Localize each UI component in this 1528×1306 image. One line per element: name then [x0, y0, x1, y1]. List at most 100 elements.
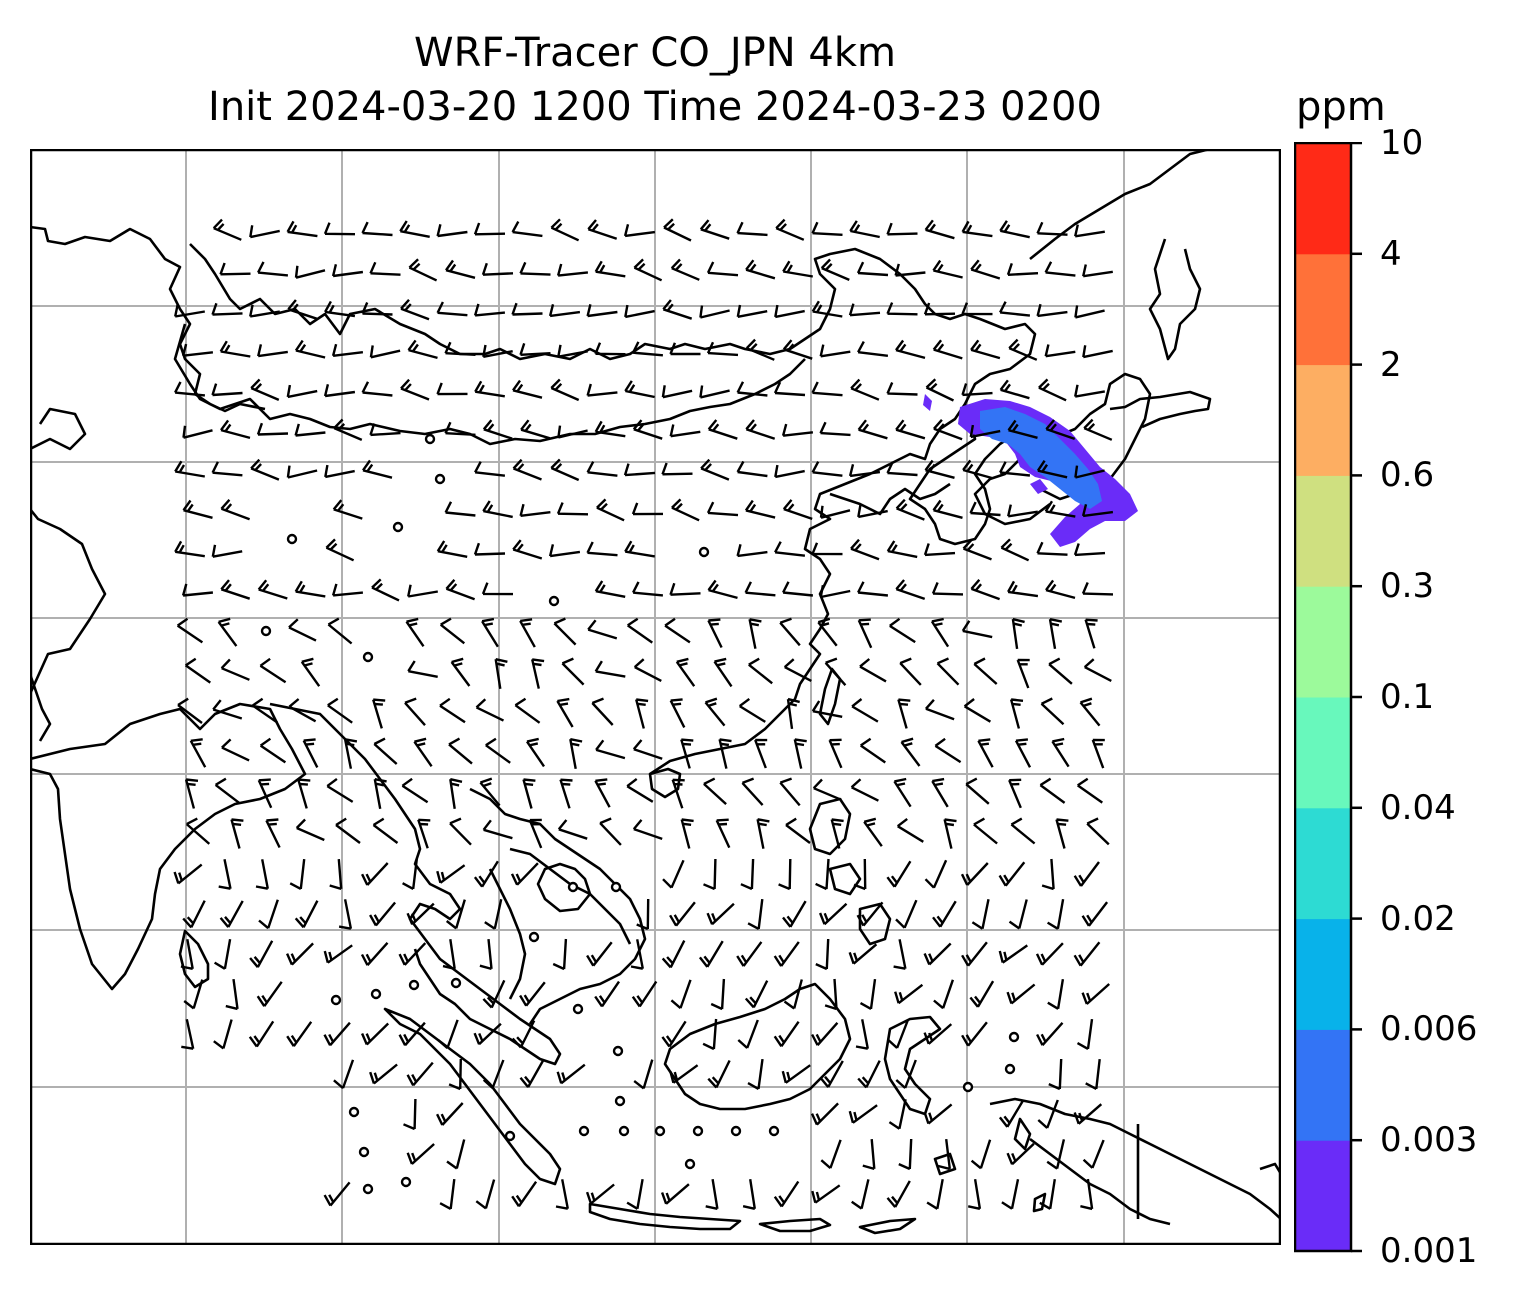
wind-barb — [450, 657, 471, 687]
wind-barb — [405, 617, 425, 647]
wind-barb — [848, 1104, 878, 1124]
wind-barb — [962, 538, 992, 561]
wind-barb — [1074, 465, 1105, 479]
wind-barb — [848, 943, 878, 965]
calm-wind-marker — [370, 988, 382, 1000]
calm-wind-marker — [362, 651, 374, 663]
wind-barb — [662, 859, 685, 889]
wind-barb — [181, 583, 214, 597]
wind-barb — [520, 419, 551, 440]
wind-barb — [519, 261, 551, 276]
wind-barb — [569, 738, 583, 770]
wind-barb — [219, 900, 244, 928]
wind-barb — [669, 698, 686, 728]
wind-barb — [704, 697, 726, 727]
wind-barb — [550, 458, 580, 482]
wind-barb — [182, 900, 206, 929]
map-panel — [30, 149, 1281, 1245]
wind-barb — [926, 1178, 944, 1210]
wind-barb — [371, 578, 400, 602]
colorbar-tick-label: 4 — [1380, 233, 1402, 274]
wind-barb — [740, 858, 755, 891]
wind-barb — [369, 423, 401, 437]
wind-barb — [1051, 737, 1070, 768]
wind-barb — [595, 739, 626, 760]
wind-barb — [745, 419, 776, 440]
wind-barb — [736, 221, 768, 237]
calm-wind-marker — [654, 1125, 666, 1137]
wind-barb — [594, 980, 620, 1008]
wind-barb — [531, 658, 545, 689]
colorbar-tick-label: 0.04 — [1380, 787, 1456, 828]
calm-wind-marker — [528, 931, 540, 943]
wind-barb — [591, 697, 614, 726]
map-title: WRF-Tracer CO_JPN 4km — [414, 30, 896, 76]
wind-barb — [669, 424, 701, 438]
wind-barb — [323, 222, 356, 236]
colorbar-segment — [1295, 1029, 1351, 1141]
calm-wind-marker — [286, 533, 298, 545]
wind-barb — [664, 617, 691, 644]
wind-barb — [970, 1139, 992, 1170]
wind-barb — [811, 300, 843, 318]
wind-barb — [707, 618, 723, 649]
wind-barb — [961, 1021, 988, 1047]
wind-barb — [369, 261, 401, 276]
wind-barb — [288, 698, 317, 723]
wind-barb — [669, 342, 701, 356]
calm-wind-marker — [358, 1146, 370, 1158]
colorbar-tick-label: 0.1 — [1380, 677, 1435, 717]
wind-barb — [482, 979, 506, 1009]
wind-barb — [999, 220, 1030, 239]
wind-barb — [886, 860, 912, 888]
wind-barb — [1009, 698, 1024, 729]
wind-barb — [1007, 580, 1039, 598]
wind-barb — [811, 542, 843, 556]
wind-barb — [1044, 344, 1076, 358]
wind-barb — [250, 458, 280, 481]
wind-barb — [1008, 899, 1028, 930]
wind-barb — [773, 1180, 800, 1208]
wind-barb — [552, 938, 568, 971]
wind-barb — [1086, 817, 1110, 846]
wind-barb — [361, 302, 393, 316]
wind-barb — [707, 1059, 731, 1089]
wind-barb — [660, 1183, 690, 1205]
wind-barb — [1007, 419, 1038, 439]
wind-barb — [528, 818, 543, 849]
wind-barb — [302, 738, 319, 768]
wind-barb — [361, 381, 393, 397]
wind-barb — [934, 737, 962, 764]
wind-barb — [362, 459, 393, 479]
wind-barb — [1014, 738, 1032, 768]
calm-wind-marker — [362, 1183, 374, 1195]
wind-barb — [967, 1179, 982, 1210]
wind-barb — [857, 419, 888, 440]
wind-barb — [406, 1061, 434, 1087]
wind-barb — [977, 738, 994, 768]
wind-barb — [923, 302, 956, 316]
wind-barb — [744, 980, 769, 1009]
wind-barb — [331, 583, 364, 597]
wind-barb — [930, 617, 950, 648]
wind-barb — [811, 700, 843, 718]
wind-barb — [180, 938, 194, 970]
calm-wind-marker — [450, 977, 462, 989]
wind-barb — [936, 657, 960, 686]
wind-barb — [775, 218, 805, 241]
wind-barb — [436, 382, 468, 396]
calm-wind-marker — [408, 979, 420, 991]
wind-barb — [778, 858, 792, 891]
wind-barb — [212, 218, 242, 241]
wind-barb — [747, 898, 764, 930]
wind-barb — [970, 579, 1001, 601]
wind-barb — [398, 1021, 426, 1047]
wind-barb — [481, 262, 514, 276]
colorbar-tick-label: 10 — [1380, 123, 1424, 163]
calm-wind-marker — [260, 625, 272, 637]
wind-barb — [1073, 543, 1106, 557]
wind-barb — [444, 341, 476, 356]
calm-wind-marker — [768, 1125, 780, 1137]
wind-barb — [1074, 384, 1106, 398]
wind-barb — [1040, 697, 1065, 726]
